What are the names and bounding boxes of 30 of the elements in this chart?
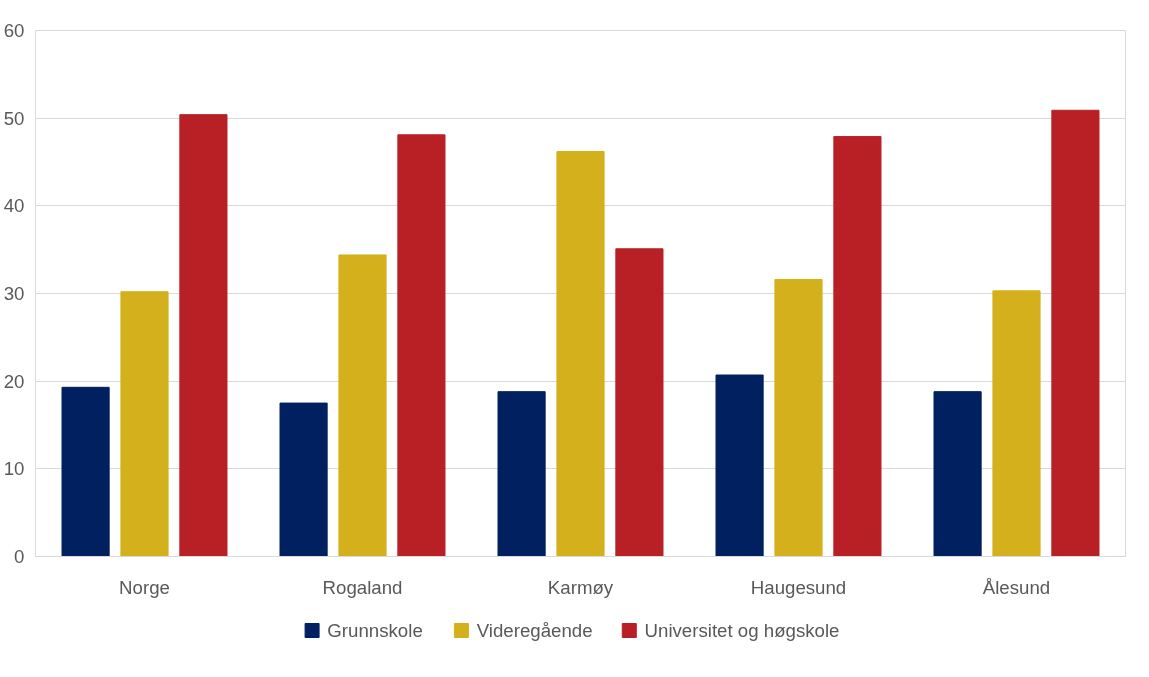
y-tick-label: 30	[3, 283, 25, 304]
legend-label: Grunnskole	[327, 620, 423, 641]
bar	[774, 278, 823, 557]
bar	[992, 290, 1041, 557]
x-tick-label: Norge	[119, 576, 170, 598]
y-tick-label: 60	[3, 20, 25, 41]
y-tick-label: 10	[3, 458, 25, 480]
bar	[120, 291, 169, 557]
bar	[715, 374, 764, 557]
x-tick-label: Haugesund	[750, 576, 847, 598]
y-tick-label: 40	[3, 195, 25, 217]
bar	[1051, 109, 1100, 557]
bar	[833, 136, 882, 557]
y-tick-label: 50	[3, 107, 25, 129]
bar	[338, 254, 387, 557]
bar	[61, 386, 110, 557]
legend-label: Videregående	[476, 620, 593, 641]
y-tick-label: 0	[14, 546, 25, 567]
bar	[615, 248, 664, 557]
x-tick-label: Ålesund	[982, 576, 1051, 598]
bar	[179, 114, 228, 557]
x-tick-label: Karmøy	[547, 576, 614, 598]
x-tick-label: Rogaland	[322, 576, 403, 598]
bar	[497, 391, 546, 557]
legend-label: Universitet og høgskole	[644, 620, 840, 641]
bar	[556, 150, 605, 557]
bar	[279, 402, 328, 557]
bar	[933, 391, 982, 557]
bar	[397, 134, 446, 557]
y-tick-label: 20	[3, 370, 25, 392]
